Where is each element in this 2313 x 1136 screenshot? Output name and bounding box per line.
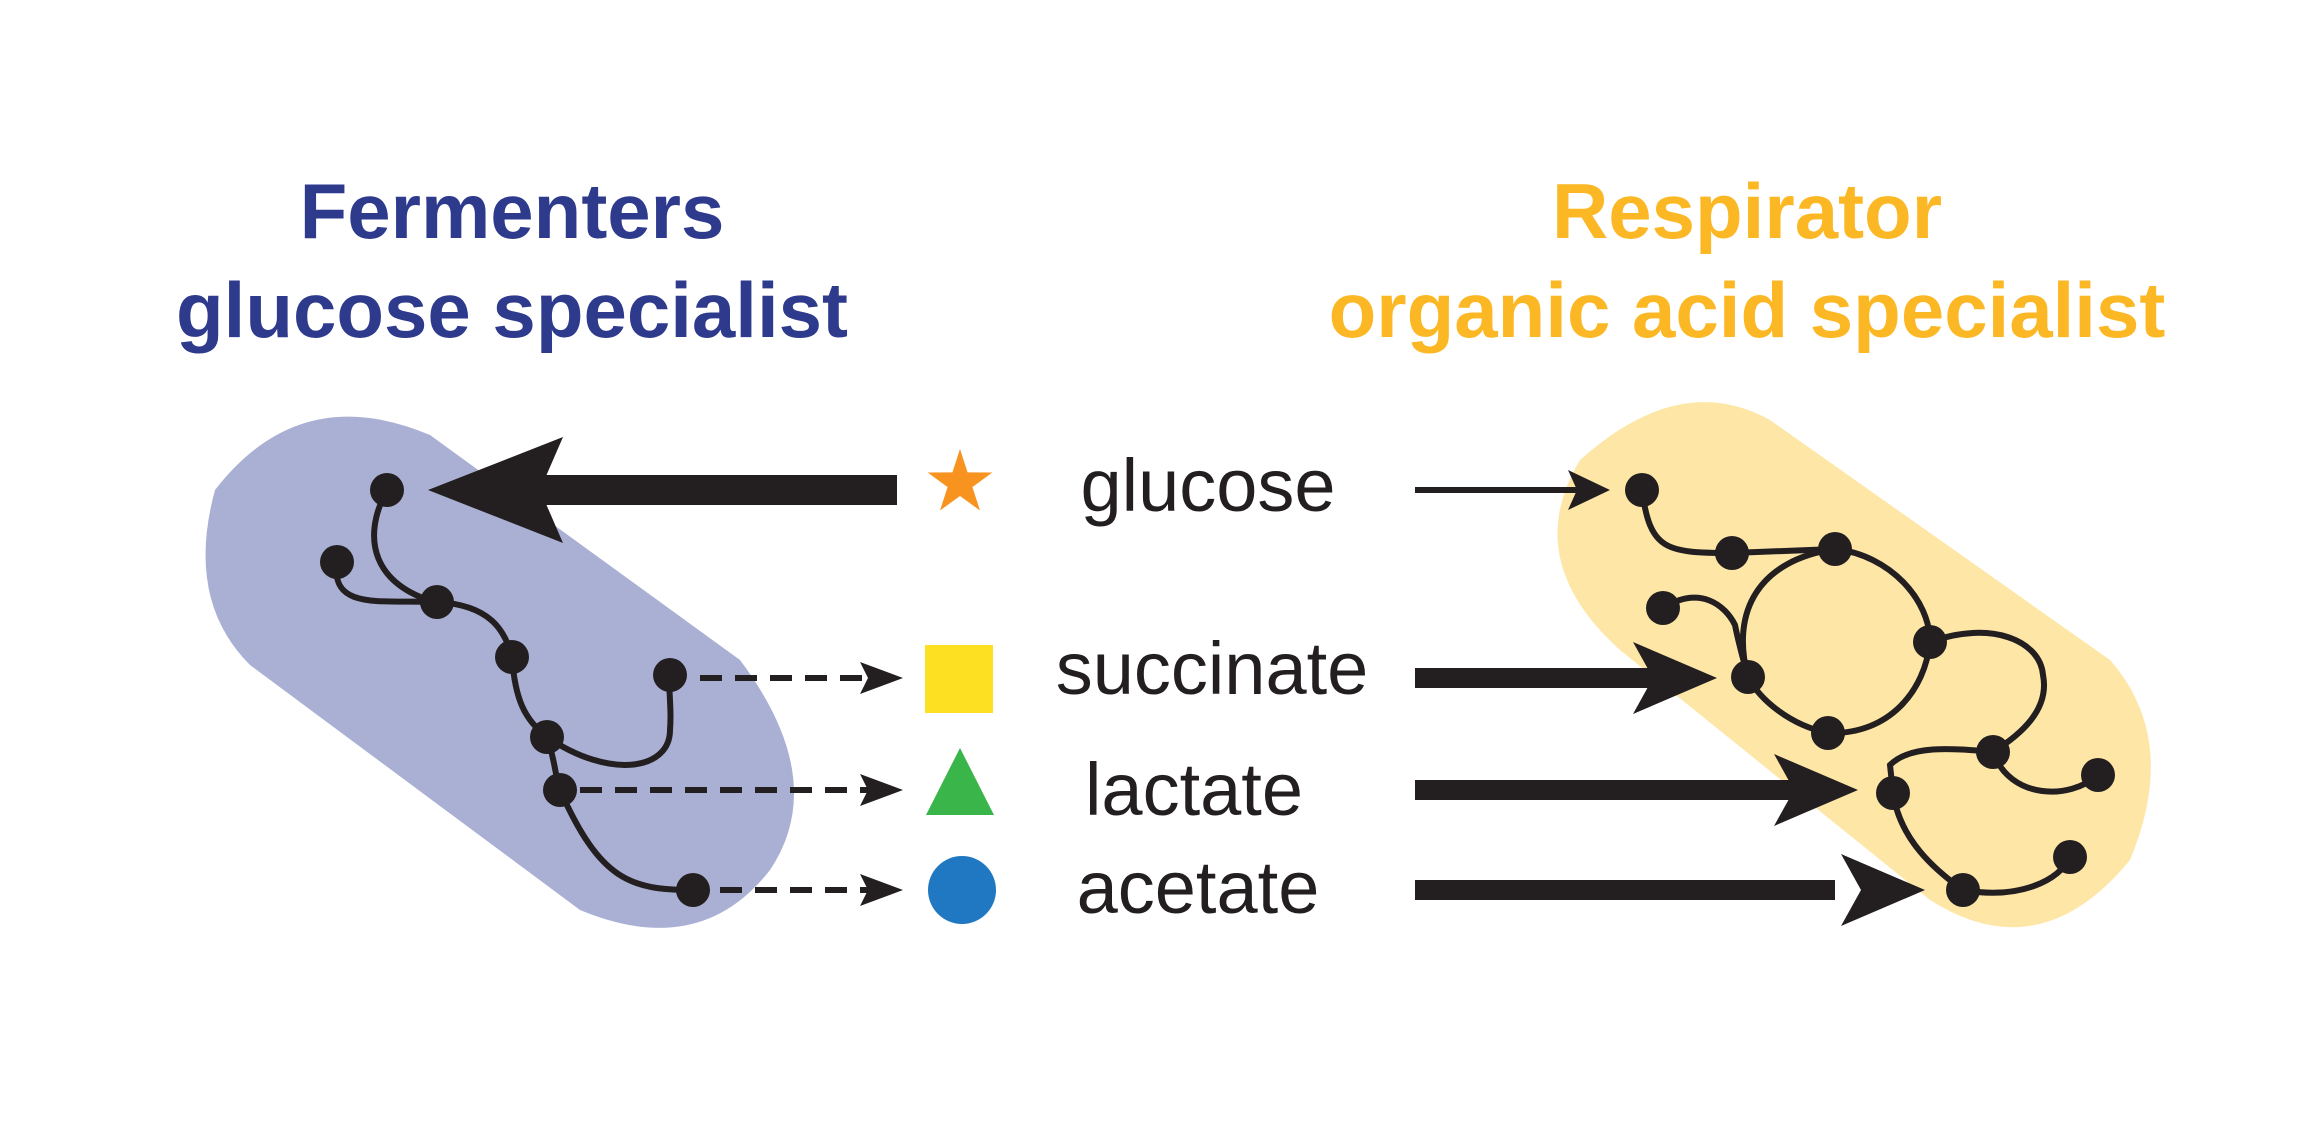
triangle-icon [926, 748, 994, 815]
network-node [1625, 473, 1659, 507]
network-node [1731, 660, 1765, 694]
network-node [1818, 532, 1852, 566]
glucose-to-respirator-arrow [1415, 470, 1610, 510]
network-node [1646, 591, 1680, 625]
network-node [495, 640, 529, 674]
network-node [420, 585, 454, 619]
left-title-line2: glucose specialist [176, 266, 848, 354]
metabolite-label-succinate: succinate [1056, 627, 1369, 710]
acetate-to-respirator-arrow [1415, 854, 1925, 926]
succinate-secretion-arrow [700, 662, 903, 694]
circle-icon [928, 856, 996, 924]
metabolite-label-glucose: glucose [1080, 444, 1335, 527]
network-node [1715, 536, 1749, 570]
network-node [543, 773, 577, 807]
network-node [2081, 758, 2115, 792]
right-title-line2: organic acid specialist [1329, 266, 2166, 354]
acetate-secretion-arrow [720, 874, 903, 906]
respirator-cell [1557, 402, 2151, 928]
fermenter-cell [205, 416, 794, 928]
metabolite-label-acetate: acetate [1077, 846, 1320, 929]
network-node [676, 873, 710, 907]
metabolite-label-lactate: lactate [1085, 748, 1303, 831]
lactate-to-respirator-arrow [1415, 754, 1858, 826]
right-title-line1: Respirator [1552, 167, 1942, 255]
fermenter-network-nodes [320, 473, 710, 907]
network-node [1946, 873, 1980, 907]
network-node [1976, 735, 2010, 769]
star-icon [927, 449, 993, 511]
network-node [370, 473, 404, 507]
respirator-network-nodes [1625, 473, 2115, 907]
left-title-line1: Fermenters [300, 167, 725, 255]
network-node [1913, 625, 1947, 659]
network-node [653, 658, 687, 692]
lactate-secretion-arrow [580, 774, 903, 806]
network-node [1811, 716, 1845, 750]
glucose-to-fermenter-arrow [428, 437, 897, 543]
network-node [530, 720, 564, 754]
succinate-to-respirator-arrow [1415, 642, 1717, 714]
network-node [320, 545, 354, 579]
network-node [1876, 776, 1910, 810]
network-node [2053, 840, 2087, 874]
square-icon [925, 645, 993, 713]
